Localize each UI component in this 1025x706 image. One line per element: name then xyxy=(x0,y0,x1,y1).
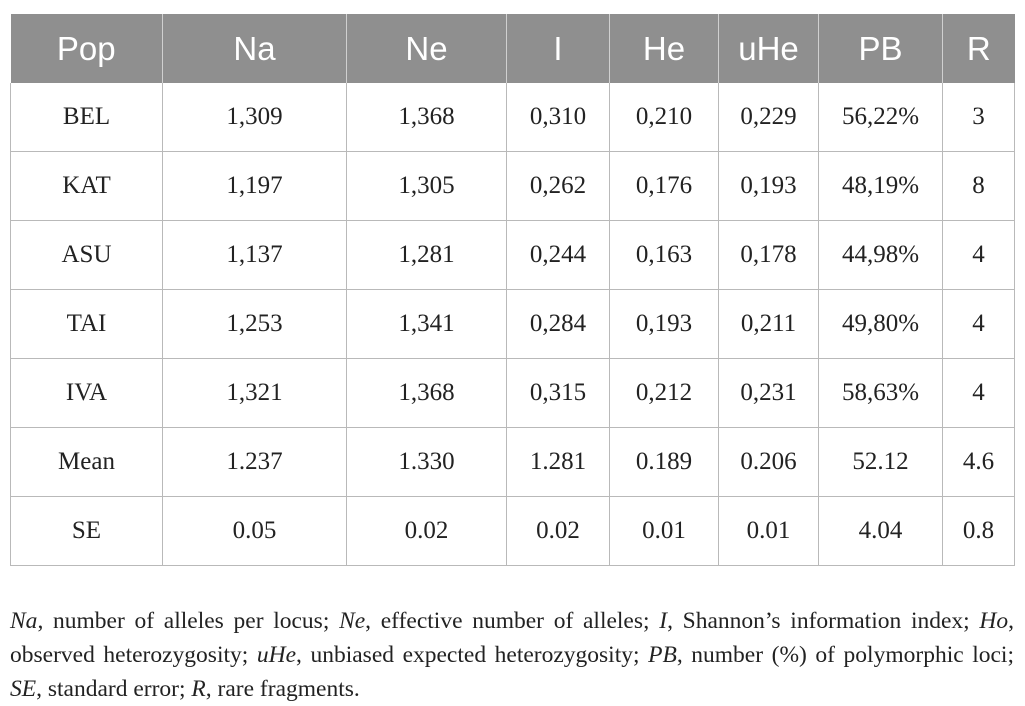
row-label-cell: Mean xyxy=(10,427,163,497)
table-row: KAT 1,197 1,305 0,262 0,176 0,193 48,19% 8 xyxy=(10,151,1015,221)
footnote-abbreviation: Na xyxy=(10,607,38,634)
table-cell: 0,193 xyxy=(718,151,819,221)
table-cell: 0,176 xyxy=(609,151,719,221)
table-cell: 8 xyxy=(942,151,1015,221)
table-footnote: Na, number of alleles per locus; Ne, eff… xyxy=(10,604,1014,706)
table-cell: 1,321 xyxy=(162,358,347,428)
table-cell: 4 xyxy=(942,220,1015,290)
footnote-abbreviation: uHe xyxy=(256,641,297,668)
table-cell: 0,210 xyxy=(609,83,719,152)
row-label-cell: BEL xyxy=(10,83,163,152)
footnote-abbreviation: R xyxy=(191,675,206,702)
footnote-definition: , number of alleles per locus; xyxy=(37,607,340,634)
row-label-cell: ASU xyxy=(10,220,163,290)
table-cell: 0,229 xyxy=(718,83,819,152)
table-cell: 0.8 xyxy=(942,496,1015,566)
table-cell: 1,368 xyxy=(346,83,507,152)
table-cell: 49,80% xyxy=(818,289,943,359)
footnote-abbreviation: I xyxy=(659,607,668,634)
table-cell: 0,244 xyxy=(506,220,610,290)
table-cell: 0.05 xyxy=(162,496,347,566)
table-row: SE 0.05 0.02 0.02 0.01 0.01 4.04 0.8 xyxy=(10,496,1015,566)
table-cell: 1.237 xyxy=(162,427,347,497)
column-header: I xyxy=(506,14,610,83)
column-header: Pop xyxy=(10,14,163,83)
table-cell: 0.01 xyxy=(609,496,719,566)
footnote-definition: , number (%) of polymorphic loci; xyxy=(676,641,1014,668)
table-cell: 0.02 xyxy=(346,496,507,566)
table-cell: 56,22% xyxy=(818,83,943,152)
column-header: uHe xyxy=(718,14,819,83)
table-cell: 0,310 xyxy=(506,83,610,152)
table-cell: 4.04 xyxy=(818,496,943,566)
data-table-container: Pop Na Ne I He uHe PB R BEL 1,309 1,368 0,310 0,210… xyxy=(10,14,1015,566)
row-label-cell: SE xyxy=(10,496,163,566)
header-row: Pop Na Ne I He uHe PB R xyxy=(10,14,1015,83)
table-cell: 0.189 xyxy=(609,427,719,497)
column-header: R xyxy=(942,14,1015,83)
column-header: Ne xyxy=(346,14,507,83)
table-cell: 0,178 xyxy=(718,220,819,290)
table-cell: 0,284 xyxy=(506,289,610,359)
footnote-definition: , standard error; xyxy=(36,675,192,702)
table-cell: 1,281 xyxy=(346,220,507,290)
table-cell: 0,212 xyxy=(609,358,719,428)
table-cell: 52.12 xyxy=(818,427,943,497)
column-header: Na xyxy=(162,14,347,83)
table-header: Pop Na Ne I He uHe PB R xyxy=(10,14,1015,83)
table-cell: 0,315 xyxy=(506,358,610,428)
table-cell: 1.330 xyxy=(346,427,507,497)
footnote-abbreviation: Ne xyxy=(339,607,366,634)
table-cell: 0,193 xyxy=(609,289,719,359)
table-cell: 0.02 xyxy=(506,496,610,566)
table-row: BEL 1,309 1,368 0,310 0,210 0,229 56,22% 3 xyxy=(10,83,1015,152)
table-cell: 1,253 xyxy=(162,289,347,359)
table-row: IVA 1,321 1,368 0,315 0,212 0,231 58,63% 4 xyxy=(10,358,1015,428)
table-cell: 3 xyxy=(942,83,1015,152)
footnote-abbreviation: Ho xyxy=(979,607,1009,634)
footnote-abbreviation: PB xyxy=(648,641,677,668)
table-row: TAI 1,253 1,341 0,284 0,193 0,211 49,80% 4 xyxy=(10,289,1015,359)
table-body: BEL 1,309 1,368 0,310 0,210 0,229 56,22% 3 KAT 1,… xyxy=(10,83,1015,566)
footnote-definition: , unbiased expected heterozygosity; xyxy=(296,641,649,668)
table-row: Mean 1.237 1.330 1.281 0.189 0.206 52.12 4.6 xyxy=(10,427,1015,497)
table-cell: 58,63% xyxy=(818,358,943,428)
table-cell: 0.206 xyxy=(718,427,819,497)
table-cell: 0,231 xyxy=(718,358,819,428)
footnote-definition: , Shannon’s information index; xyxy=(667,607,980,634)
table-cell: 4 xyxy=(942,289,1015,359)
table-cell: 4.6 xyxy=(942,427,1015,497)
table-row: ASU 1,137 1,281 0,244 0,163 0,178 44,98% 4 xyxy=(10,220,1015,290)
table-cell: 1,197 xyxy=(162,151,347,221)
table-cell: 0,163 xyxy=(609,220,719,290)
table-cell: 1.281 xyxy=(506,427,610,497)
footnote-definition: , effective number of alleles; xyxy=(365,607,660,634)
table-cell: 1,305 xyxy=(346,151,507,221)
table-cell: 4 xyxy=(942,358,1015,428)
column-header: He xyxy=(609,14,719,83)
footnote-definition: , rare fragments. xyxy=(205,675,360,702)
table-cell: 0.01 xyxy=(718,496,819,566)
row-label-cell: KAT xyxy=(10,151,163,221)
table-cell: 1,341 xyxy=(346,289,507,359)
row-label-cell: TAI xyxy=(10,289,163,359)
table-cell: 1,309 xyxy=(162,83,347,152)
table-cell: 1,368 xyxy=(346,358,507,428)
table-cell: 0,262 xyxy=(506,151,610,221)
column-header: PB xyxy=(818,14,943,83)
footnote-definition: , observed heterozygosity; xyxy=(10,607,1014,668)
genetic-diversity-table: Pop Na Ne I He uHe PB R BEL 1,309 1,368 0,310 0,210… xyxy=(10,14,1015,566)
row-label-cell: IVA xyxy=(10,358,163,428)
table-cell: 48,19% xyxy=(818,151,943,221)
table-cell: 1,137 xyxy=(162,220,347,290)
table-cell: 44,98% xyxy=(818,220,943,290)
footnote-abbreviation: SE xyxy=(10,675,37,702)
table-cell: 0,211 xyxy=(718,289,819,359)
